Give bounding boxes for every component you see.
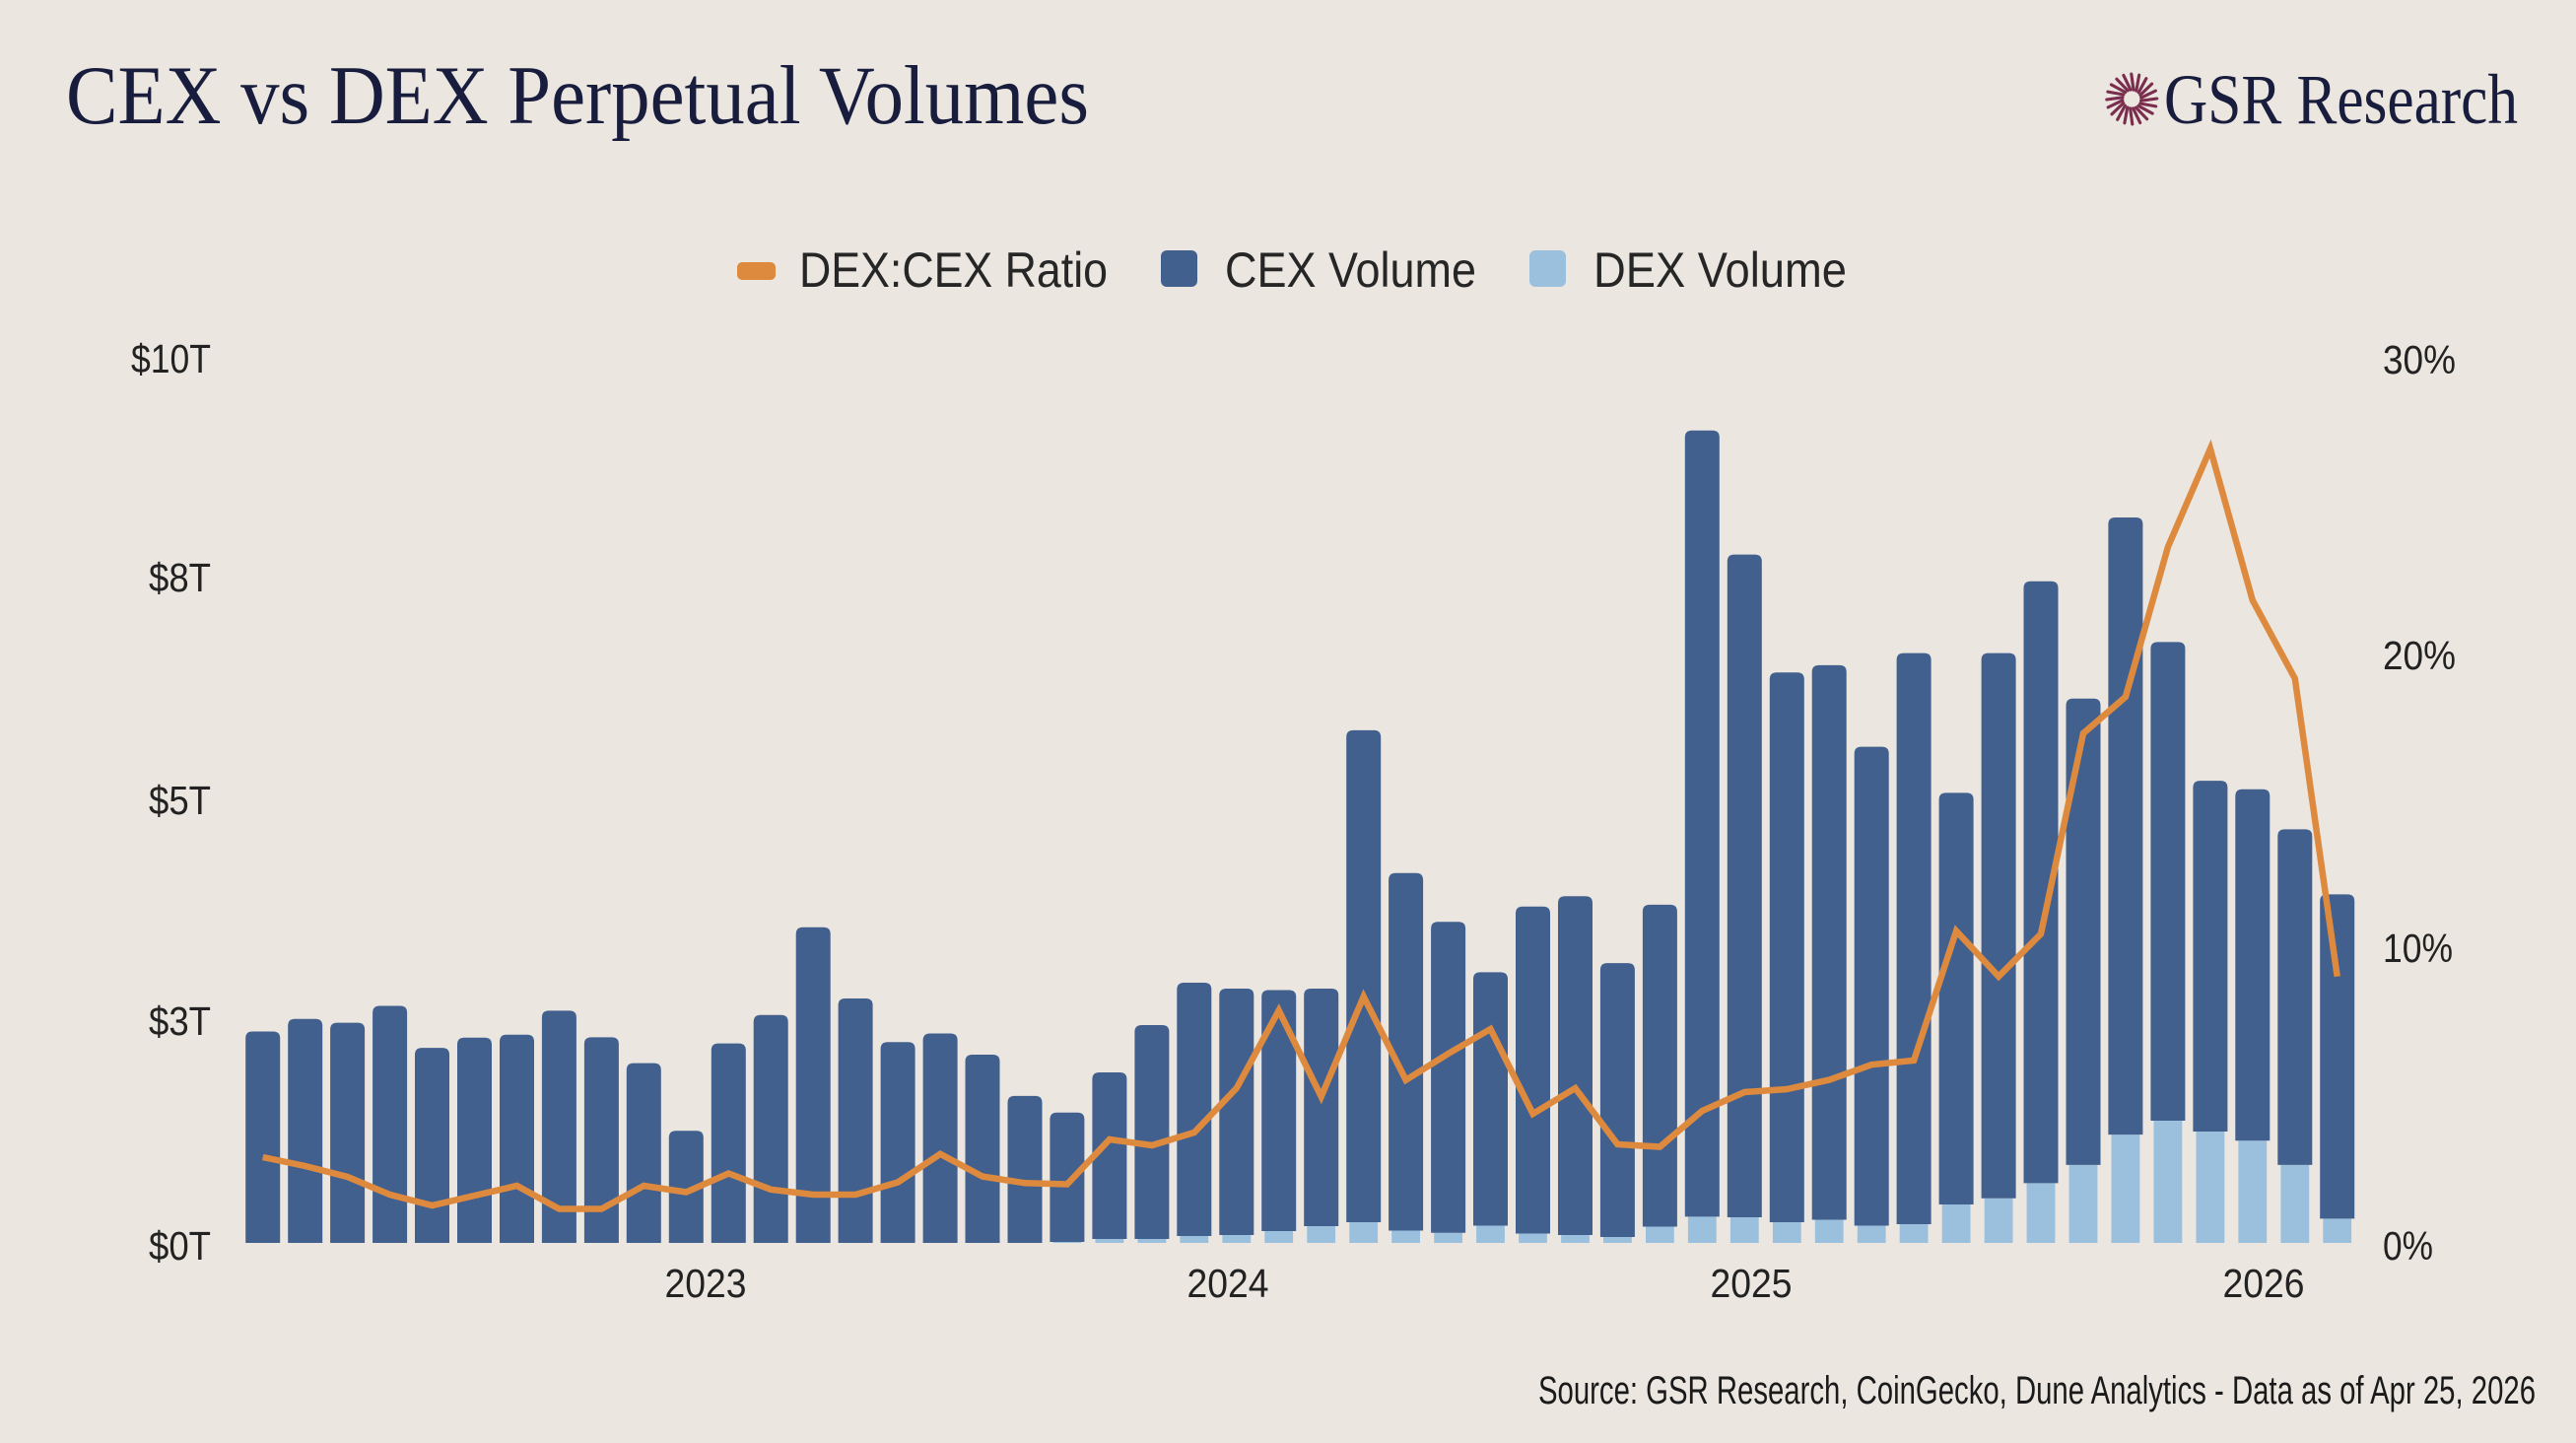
svg-text:$10T: $10T: [131, 336, 211, 381]
svg-text:20%: 20%: [2383, 633, 2456, 678]
svg-text:2024: 2024: [1187, 1261, 1269, 1306]
svg-text:10%: 10%: [2383, 926, 2453, 971]
svg-text:0%: 0%: [2383, 1223, 2433, 1269]
svg-text:$3T: $3T: [149, 998, 211, 1044]
svg-text:CEX vs DEX Perpetual Volumes: CEX vs DEX Perpetual Volumes: [66, 49, 1089, 142]
svg-text:Source: GSR Research, CoinGeck: Source: GSR Research, CoinGecko, Dune An…: [1538, 1369, 2536, 1412]
svg-text:2023: 2023: [665, 1261, 747, 1306]
svg-text:CEX Volume: CEX Volume: [1225, 242, 1476, 298]
svg-text:DEX:CEX Ratio: DEX:CEX Ratio: [799, 242, 1108, 298]
svg-text:30%: 30%: [2383, 337, 2456, 382]
svg-text:$0T: $0T: [149, 1223, 211, 1269]
svg-text:$5T: $5T: [149, 778, 211, 823]
svg-text:2026: 2026: [2223, 1261, 2305, 1306]
svg-text:2025: 2025: [1711, 1261, 1793, 1306]
svg-text:DEX Volume: DEX Volume: [1593, 242, 1847, 298]
svg-text:GSR Research: GSR Research: [2164, 60, 2518, 139]
svg-text:$8T: $8T: [149, 555, 211, 600]
